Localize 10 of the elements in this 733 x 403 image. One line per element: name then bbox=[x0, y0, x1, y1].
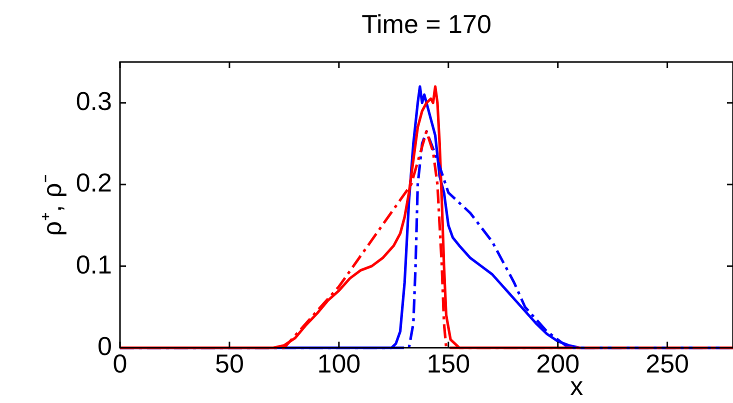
y-tick-label: 0.2 bbox=[76, 168, 112, 198]
y-tick-label: 0.1 bbox=[76, 249, 112, 280]
chart-title: Time = 170 bbox=[362, 9, 492, 40]
x-tick-label: 200 bbox=[536, 348, 580, 379]
x-tick-label: 100 bbox=[317, 348, 361, 379]
x-tick-label: 150 bbox=[426, 348, 470, 379]
x-tick-label: 250 bbox=[646, 348, 690, 379]
y-axis-title: ρ⁺, ρ⁻ bbox=[37, 174, 68, 236]
x-tick-label: 50 bbox=[215, 348, 244, 379]
y-tick-label: 0.3 bbox=[76, 86, 112, 116]
